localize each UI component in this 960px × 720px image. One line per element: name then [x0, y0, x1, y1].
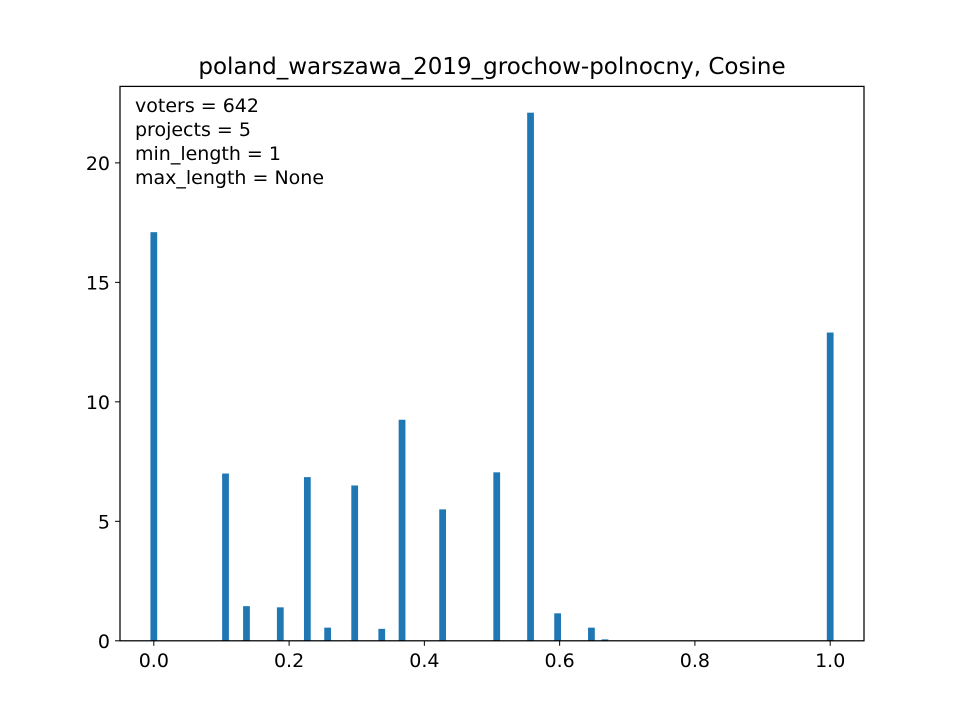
bar — [493, 472, 501, 641]
bar — [303, 477, 311, 641]
x-tick-label: 0.8 — [680, 650, 710, 672]
plot-frame — [119, 85, 865, 642]
x-tick-label: 1.0 — [815, 650, 845, 672]
bar — [601, 639, 609, 641]
y-tick-label: 0 — [98, 631, 110, 653]
bar — [378, 628, 386, 641]
y-tick-label: 5 — [98, 511, 110, 533]
bar — [588, 627, 595, 641]
bar — [276, 607, 284, 641]
x-tick-label: 0.6 — [545, 650, 575, 672]
bar — [826, 332, 834, 641]
bar — [351, 485, 359, 641]
bars-group — [150, 112, 834, 641]
bar — [243, 606, 250, 641]
annotation-line: max_length = None — [135, 167, 324, 189]
bar — [527, 112, 534, 641]
x-tick-label: 0.0 — [139, 650, 169, 672]
y-tick-label: 20 — [86, 153, 110, 175]
bar — [324, 627, 332, 641]
x-axis: 0.0 0.2 0.4 0.6 0.8 1.0 — [139, 640, 845, 672]
annotation-line: voters = 642 — [135, 95, 259, 117]
chart-title: poland_warszawa_2019_grochow-polnocny, C… — [198, 54, 785, 80]
bar — [554, 613, 561, 641]
bar — [222, 473, 229, 641]
y-tick-label: 10 — [86, 392, 110, 414]
annotation-line: min_length = 1 — [135, 143, 281, 165]
bar — [439, 509, 447, 641]
x-tick-label: 0.2 — [274, 650, 304, 672]
y-axis: 0 5 10 15 20 — [86, 153, 120, 653]
annotation-line: projects = 5 — [135, 119, 251, 141]
y-tick-label: 15 — [86, 272, 110, 294]
bar — [398, 419, 406, 641]
x-tick-label: 0.4 — [409, 650, 439, 672]
bar — [150, 232, 158, 641]
